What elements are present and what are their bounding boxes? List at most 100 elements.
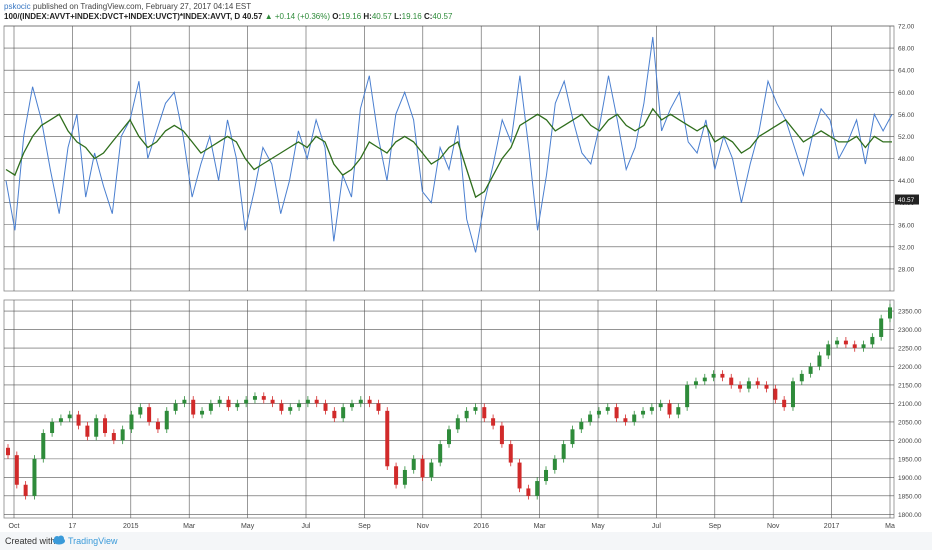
candle-body	[632, 414, 637, 422]
x-tick-label: Sep	[358, 523, 371, 530]
candle-body	[76, 414, 81, 426]
x-tick-label: May	[591, 523, 605, 530]
last-value-marker	[895, 194, 919, 205]
blue-series-line	[5, 36, 893, 253]
candle-body	[376, 403, 381, 411]
y-tick-label: 1900.00	[898, 475, 922, 482]
candle-body	[764, 384, 769, 389]
up-arrow-icon: ▲	[264, 12, 273, 21]
symbol-name: 100/(INDEX:AVVT+INDEX:DVCT+INDEX:UVCT)*I…	[4, 12, 241, 21]
created-with-text: Created with	[5, 536, 56, 546]
candle-body	[455, 418, 460, 430]
x-tick-label: Nov	[767, 523, 780, 530]
candle-body	[596, 410, 601, 415]
candle-body	[817, 355, 822, 367]
y-tick-label: 68.00	[898, 46, 915, 53]
candle-body	[641, 410, 646, 415]
candle-body	[191, 399, 196, 415]
candle-body	[843, 340, 848, 345]
x-tick-label: 2015	[123, 523, 139, 530]
candle-body	[297, 403, 302, 408]
x-tick-label: Nov	[417, 523, 430, 530]
candle-body	[658, 403, 663, 408]
low-value: 19.16	[401, 12, 422, 21]
y-tick-label: 48.00	[898, 156, 915, 163]
candle-body	[103, 418, 108, 434]
candle-body	[799, 373, 804, 382]
y-tick-label: 52.00	[898, 134, 915, 141]
candle-body	[826, 344, 831, 356]
last-value-label: 40.57	[898, 197, 915, 204]
candle-body	[358, 399, 363, 404]
x-tick-label: Mar	[183, 523, 196, 530]
candle-body	[323, 403, 328, 411]
candle-body	[14, 455, 19, 485]
y-tick-label: 1950.00	[898, 456, 922, 463]
close-label: C:	[423, 12, 433, 21]
x-tick-label: Jul	[652, 523, 661, 530]
y-tick-label: 1850.00	[898, 493, 922, 500]
chart-canvas[interactable]: Oct 17 2015 Mar May Jul Sep Nov 2016 Mar May Jul Sep…	[0, 24, 932, 532]
tradingview-brand[interactable]: TradingView	[68, 536, 118, 546]
axis-layer: Oct 17 2015 Mar May Jul Sep Nov 2016 Mar May Jul Sep…	[9, 24, 922, 530]
y-tick-label: 1800.00	[898, 512, 922, 519]
green-series-line	[5, 107, 892, 199]
candle-body	[208, 403, 213, 411]
candle-body	[138, 407, 143, 415]
author-link[interactable]: pskocic	[4, 2, 31, 11]
candle-body	[252, 396, 257, 400]
y-tick-label: 56.00	[898, 112, 915, 119]
symbol-line: 100/(INDEX:AVVT+INDEX:DVCT+INDEX:UVCT)*I…	[4, 12, 452, 21]
y-tick-label: 2150.00	[898, 382, 922, 389]
candle-body	[499, 425, 504, 445]
y-tick-label: 2050.00	[898, 419, 922, 426]
candle-body	[755, 381, 760, 385]
candle-body	[605, 407, 610, 411]
price-pane-border	[3, 299, 895, 519]
candle-body	[517, 462, 522, 489]
candle-body	[438, 444, 443, 463]
candle-body	[6, 447, 10, 456]
candle-body	[147, 407, 152, 422]
grid-layer	[3, 25, 895, 519]
tradingview-cloud-icon	[53, 535, 65, 545]
y-tick-label: 2000.00	[898, 438, 922, 445]
y-tick-label: 2250.00	[898, 346, 922, 353]
x-tick-label: 17	[69, 523, 77, 530]
candle-body	[394, 466, 399, 485]
candle-body	[182, 399, 187, 404]
y-tick-label: 44.00	[898, 178, 915, 185]
candle-body	[693, 381, 698, 385]
candle-body	[411, 458, 416, 470]
candle-body	[588, 414, 593, 422]
candle-body	[579, 421, 584, 430]
candle-body	[535, 481, 540, 496]
y-tick-label: 2200.00	[898, 364, 922, 371]
candle-body	[332, 410, 337, 419]
candle-body	[570, 429, 575, 445]
candle-body	[244, 399, 249, 404]
candle-body	[402, 469, 407, 485]
candle-body	[32, 458, 37, 496]
indicator-pane	[5, 36, 893, 253]
candle-body	[349, 403, 354, 408]
x-tick-label: May	[241, 523, 255, 530]
y-tick-label: 72.00	[898, 24, 915, 31]
candle-body	[702, 377, 707, 382]
candle-body	[526, 488, 531, 496]
low-label: L:	[394, 12, 402, 21]
candle-body	[85, 425, 90, 437]
y-tick-label: 36.00	[898, 222, 915, 229]
x-tick-label: Jul	[302, 523, 311, 530]
candle-body	[491, 418, 496, 426]
y-tick-label: 2350.00	[898, 309, 922, 316]
candle-body	[217, 399, 222, 404]
candle-body	[305, 399, 310, 404]
candle-body	[852, 344, 857, 349]
y-tick-label: 32.00	[898, 244, 915, 251]
candle-body	[129, 414, 134, 430]
candle-body	[870, 336, 875, 345]
candle-body	[420, 458, 425, 478]
candle-body	[279, 403, 284, 411]
y-tick-label: 2300.00	[898, 327, 922, 334]
